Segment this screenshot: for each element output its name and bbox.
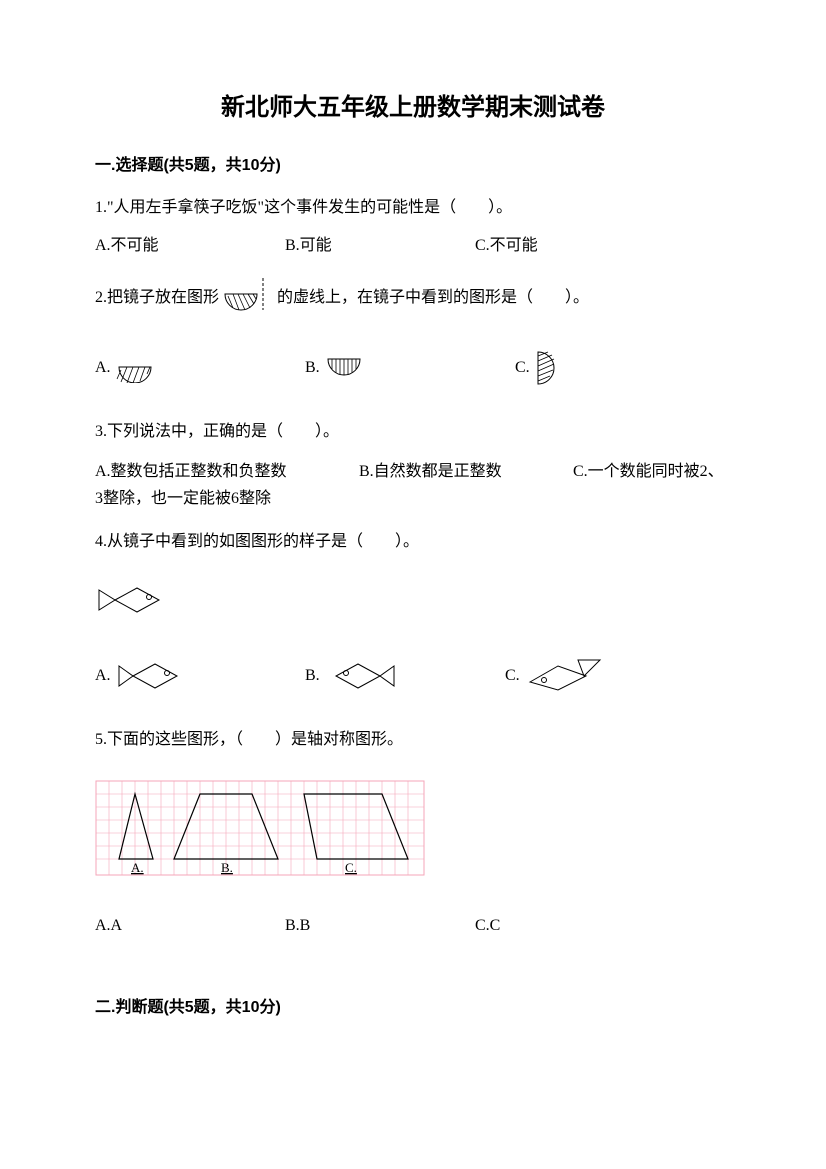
grid-shapes-icon: A. B. C. (95, 780, 425, 876)
semicircle-down-icon (324, 353, 370, 383)
fish-right-icon (95, 582, 171, 618)
q4-opt-b-label: B. (305, 664, 320, 688)
q1-text: 1."人用左手拿筷子吃饭"这个事件发生的可能性是（ ）。 (95, 196, 731, 220)
q4-opt-c-label: C. (505, 664, 520, 688)
q1-opt-c: C.不可能 (475, 234, 665, 258)
q4-opt-a: A. (95, 659, 305, 693)
q5-opt-b: B.B (285, 914, 475, 938)
q3-opt-b: B.自然数都是正整数 (359, 458, 569, 485)
q2-opt-c: C. (515, 348, 570, 388)
q4-options: A. B. C. (95, 656, 731, 696)
semicircle-right-icon (534, 348, 570, 388)
q4-opt-b: B. (305, 659, 505, 693)
question-4: 4.从镜子中看到的如图图形的样子是（ ）。 A. B. C. (95, 530, 731, 696)
q2-opt-a-label: A. (95, 356, 111, 380)
q2-stem-icon (219, 276, 277, 320)
fish-left-icon (324, 659, 400, 693)
q2-suffix: 的虚线上，在镜子中看到的图形是（ ）。 (277, 286, 589, 310)
q2-opt-b: B. (305, 353, 515, 383)
q4-opt-c: C. (505, 656, 606, 696)
question-5: 5.下面的这些图形，（ ）是轴对称图形。 (95, 728, 731, 938)
page-title: 新北师大五年级上册数学期末测试卷 (95, 90, 731, 126)
q5-opt-c: C.C (475, 914, 665, 938)
q2-opt-a: A. (95, 353, 305, 383)
question-2: 2.把镜子放在图形 的虚线上，在镜子中看到的图形是（ ）。 A. (95, 276, 731, 388)
q1-options: A.不可能 B.可能 C.不可能 (95, 234, 731, 258)
section-2-header: 二.判断题(共5题，共10分) (95, 996, 731, 1020)
svg-text:C.: C. (345, 860, 357, 875)
question-3: 3.下列说法中，正确的是（ ）。 A.整数包括正整数和负整数 B.自然数都是正整… (95, 420, 731, 512)
section-1-header: 一.选择题(共5题，共10分) (95, 154, 731, 178)
question-1: 1."人用左手拿筷子吃饭"这个事件发生的可能性是（ ）。 A.不可能 B.可能 … (95, 196, 731, 258)
fish-right-small-icon (115, 659, 191, 693)
q2-text: 2.把镜子放在图形 的虚线上，在镜子中看到的图形是（ ）。 (95, 276, 731, 320)
q3-text: 3.下列说法中，正确的是（ ）。 (95, 420, 731, 444)
svg-text:B.: B. (221, 860, 233, 875)
q5-options: A.A B.B C.C (95, 914, 731, 938)
q5-opt-a: A.A (95, 914, 285, 938)
q3-opt-a: A.整数包括正整数和负整数 (95, 458, 355, 485)
q4-text: 4.从镜子中看到的如图图形的样子是（ ）。 (95, 530, 731, 554)
q5-text: 5.下面的这些图形，（ ）是轴对称图形。 (95, 728, 731, 752)
q4-opt-a-label: A. (95, 664, 111, 688)
q2-opt-b-label: B. (305, 356, 320, 380)
q5-grid-figure: A. B. C. (95, 780, 731, 884)
fish-skew-icon (524, 656, 606, 696)
semicircle-left-icon (115, 353, 161, 383)
q2-opt-c-label: C. (515, 356, 530, 380)
q2-options: A. B. (95, 348, 731, 388)
q1-opt-b: B.可能 (285, 234, 475, 258)
q4-stem-figure (95, 582, 731, 626)
q2-prefix: 2.把镜子放在图形 (95, 286, 219, 310)
svg-text:A.: A. (131, 860, 144, 875)
q1-opt-a: A.不可能 (95, 234, 285, 258)
q3-options: A.整数包括正整数和负整数 B.自然数都是正整数 C.一个数能同时被2、3整除，… (95, 458, 731, 512)
